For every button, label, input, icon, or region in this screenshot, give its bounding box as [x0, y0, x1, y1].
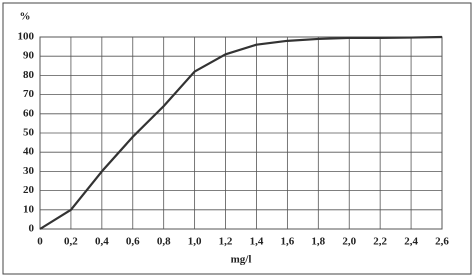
y-tick-label: 10: [23, 203, 35, 215]
x-axis-label: mg/l: [231, 254, 252, 266]
x-tick-label: 1,6: [281, 236, 295, 248]
plot-border: [39, 36, 443, 230]
x-tick-label: 2,4: [404, 236, 418, 248]
x-tick-label: 0: [37, 236, 43, 248]
y-tick-label: 60: [23, 107, 35, 119]
y-axis-label: %: [20, 11, 31, 23]
x-tick-label: 2,0: [342, 236, 356, 248]
y-tick-label: 70: [23, 88, 35, 100]
y-tick-label: 100: [18, 31, 35, 43]
x-tick-label: 0,4: [95, 236, 109, 248]
y-tick-label: 80: [23, 69, 35, 81]
x-tick-label: 1,4: [250, 236, 264, 248]
x-tick-label: 0,6: [126, 236, 140, 248]
frame: [2, 2, 472, 275]
y-tick-label: 50: [23, 127, 35, 139]
x-tick-label: 2,2: [373, 236, 387, 248]
x-tick-label: 0,8: [157, 236, 171, 248]
x-tick-label: 1,8: [311, 236, 325, 248]
y-tick-label: 90: [23, 50, 35, 62]
y-tick-label: 30: [23, 165, 35, 177]
x-tick-label: 0,2: [64, 236, 78, 248]
y-tick-label: 40: [23, 146, 35, 158]
data-line: [39, 35, 443, 230]
x-tick-label: 1,0: [188, 236, 202, 248]
x-tick-label: 1,2: [219, 236, 233, 248]
y-tick-label: 0: [29, 223, 35, 235]
x-tick-label: 2,6: [435, 236, 449, 248]
y-tick-label: 20: [23, 184, 35, 196]
